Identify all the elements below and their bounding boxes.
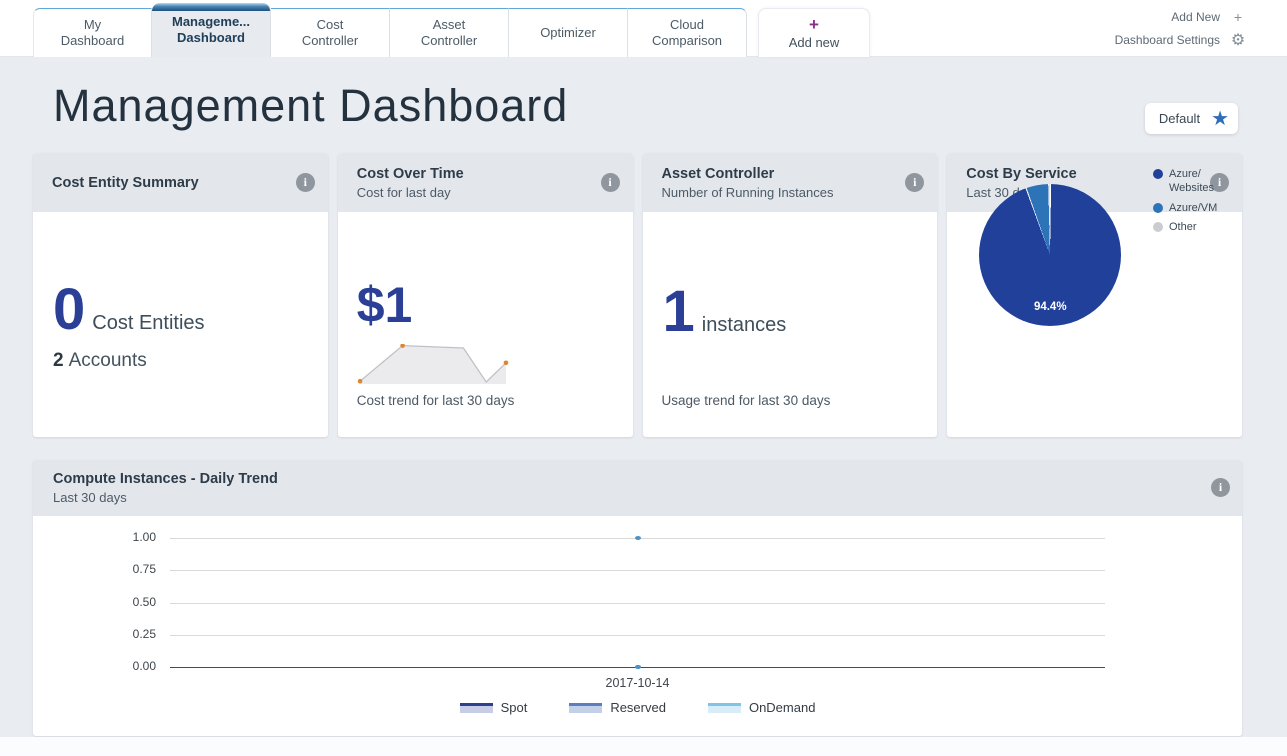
y-tick-label: 1.00: [91, 530, 156, 544]
pie-legend-item-azure-vm[interactable]: Azure/VM: [1153, 202, 1229, 216]
legend-label: Azure/VM: [1169, 202, 1217, 216]
tab-asset-controller[interactable]: Asset Controller: [390, 8, 509, 57]
card-cost-by-service: Cost By Service Last 30 days i 94.4% Azu…: [947, 153, 1242, 437]
add-new-action[interactable]: Add New +: [1115, 5, 1247, 28]
plus-icon: +: [809, 16, 819, 33]
legend-dot: [1153, 169, 1163, 179]
star-icon: ★: [1211, 109, 1229, 129]
card-subtitle: Number of Running Instances: [662, 185, 894, 200]
y-tick-label: 0.25: [91, 627, 156, 641]
legend-label: Azure/ Websites: [1169, 168, 1214, 196]
legend-dot: [1153, 203, 1163, 213]
add-new-label: Add New: [1171, 10, 1220, 24]
gear-icon: ⚙: [1229, 30, 1247, 50]
card-title: Cost Entity Summary: [52, 175, 284, 191]
accounts-value: 2: [53, 350, 64, 371]
card-header: Cost Over Time Cost for last day: [338, 153, 633, 212]
card-caption: Usage trend for last 30 days: [662, 393, 831, 408]
dashboard-settings-label: Dashboard Settings: [1115, 33, 1220, 47]
y-tick-label: 0.50: [91, 595, 156, 609]
dashboard-settings-action[interactable]: Dashboard Settings ⚙: [1115, 28, 1247, 51]
cost-entities-label: Cost Entities: [92, 312, 204, 335]
tab-optimizer[interactable]: Optimizer: [509, 8, 628, 57]
page-title: Management Dashboard: [53, 80, 568, 132]
legend-label: Reserved: [610, 700, 666, 715]
instances-label: instances: [702, 314, 787, 337]
tab-cloud-comparison[interactable]: Cloud Comparison: [628, 8, 747, 57]
tab-add-new[interactable]: + Add new: [758, 8, 870, 57]
cost-entities-value: 0: [53, 282, 85, 337]
info-icon[interactable]: i: [1211, 478, 1230, 497]
panel-header: Compute Instances - Daily Trend Last 30 …: [33, 460, 1242, 516]
card-cost-entity-summary: Cost Entity Summary i 0 Cost Entities 2A…: [33, 153, 328, 437]
accounts-label: Accounts: [69, 350, 147, 371]
default-badge-label: Default: [1159, 111, 1200, 126]
legend-swatch: [460, 703, 493, 713]
card-title: Asset Controller: [662, 166, 894, 182]
panel-title: Compute Instances - Daily Trend: [53, 471, 1192, 487]
legend-label: OnDemand: [749, 700, 815, 715]
info-icon[interactable]: i: [601, 173, 620, 192]
pie-slice-label: 94.4%: [1034, 301, 1067, 313]
legend-item-ondemand[interactable]: OnDemand: [708, 700, 815, 715]
trend-legend: Spot Reserved OnDemand: [33, 700, 1242, 715]
tab-management-dashboard[interactable]: Manageme... Dashboard: [152, 3, 271, 57]
card-subtitle: Cost for last day: [357, 185, 589, 200]
trend-chart: Spot Reserved OnDemand 1.00 0.75 0.50 0.25 0…: [33, 516, 1242, 736]
card-body: 0 Cost Entities 2Accounts: [33, 212, 328, 372]
card-title: Cost Over Time: [357, 166, 589, 182]
legend-label: Spot: [501, 700, 528, 715]
card-header: Cost Entity Summary: [33, 153, 328, 212]
instances-value: 1: [663, 284, 695, 339]
dashboard-tabs: My Dashboard Manageme... Dashboard Cost …: [33, 8, 747, 57]
summary-cards: Cost Entity Summary i 0 Cost Entities 2A…: [33, 153, 1242, 437]
panel-subtitle: Last 30 days: [53, 490, 1192, 505]
legend-item-reserved[interactable]: Reserved: [569, 700, 666, 715]
card-header: Asset Controller Number of Running Insta…: [643, 153, 938, 212]
pie-legend: Azure/ Websites Azure/VM Other: [1153, 168, 1229, 241]
tab-add-new-label: Add new: [789, 35, 840, 50]
legend-dot: [1153, 222, 1163, 232]
pie-legend-item-other[interactable]: Other: [1153, 221, 1229, 235]
legend-label: Other: [1169, 221, 1197, 235]
cost-value: $1: [357, 276, 413, 334]
data-point: [635, 536, 641, 540]
default-badge[interactable]: Default ★: [1145, 103, 1238, 134]
card-body: 1 instances: [643, 212, 938, 339]
card-caption: Cost trend for last 30 days: [357, 393, 515, 408]
gridline: [170, 570, 1105, 571]
y-tick-label: 0.75: [91, 562, 156, 576]
cost-by-service-pie-chart: 94.4%: [979, 184, 1121, 326]
bottom-strip: [0, 737, 1287, 756]
compute-instances-panel: Compute Instances - Daily Trend Last 30 …: [33, 460, 1242, 736]
info-icon[interactable]: i: [296, 173, 315, 192]
legend-item-spot[interactable]: Spot: [460, 700, 528, 715]
topbar-actions: Add New + Dashboard Settings ⚙: [1115, 5, 1247, 51]
card-cost-over-time: Cost Over Time Cost for last day i $1 Co…: [338, 153, 633, 437]
plus-icon: +: [1229, 9, 1247, 25]
pie-legend-item-azure-websites[interactable]: Azure/ Websites: [1153, 168, 1229, 196]
tab-cost-controller[interactable]: Cost Controller: [271, 8, 390, 57]
x-tick-label: 2017-10-14: [578, 676, 698, 690]
legend-swatch: [708, 703, 741, 713]
card-asset-controller: Asset Controller Number of Running Insta…: [643, 153, 938, 437]
tab-my-dashboard[interactable]: My Dashboard: [33, 8, 152, 57]
y-tick-label: 0.00: [91, 659, 156, 673]
gridline: [170, 635, 1105, 636]
cost-trend-sparkline: [357, 344, 509, 384]
gridline: [170, 603, 1105, 604]
top-tab-bar: My Dashboard Manageme... Dashboard Cost …: [0, 0, 1287, 57]
legend-swatch: [569, 703, 602, 713]
data-point: [635, 665, 641, 669]
